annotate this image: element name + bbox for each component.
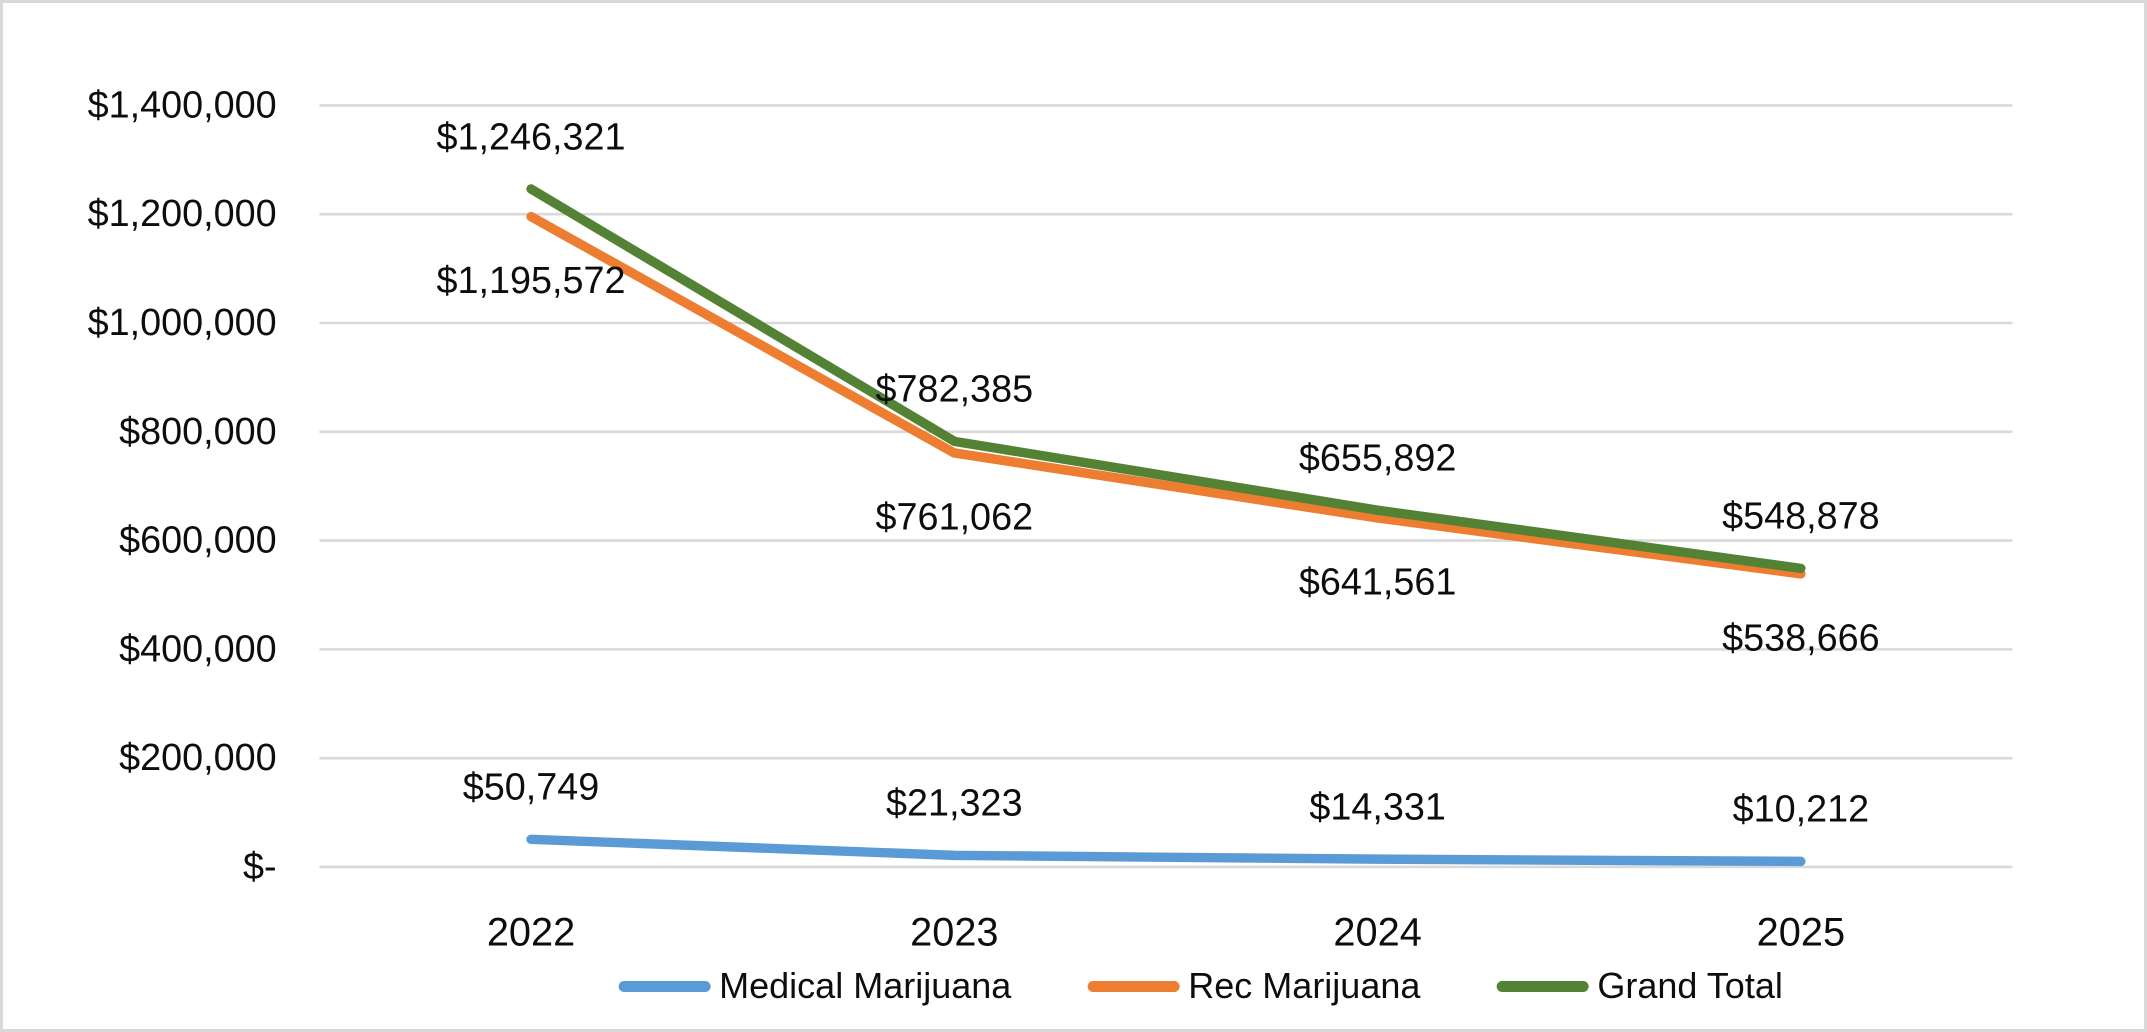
y-axis-tick-label: $200,000 xyxy=(119,737,277,779)
data-label-rec-marijuana: $538,666 xyxy=(1722,618,1880,660)
y-axis-tick-label: $1,400,000 xyxy=(88,84,277,126)
data-label-grand-total: $548,878 xyxy=(1722,496,1880,538)
data-label-medical-marijuana: $10,212 xyxy=(1733,789,1870,831)
series-line-medical-marijuana xyxy=(526,834,1806,867)
legend-label: Grand Total xyxy=(1597,965,1783,1006)
legend-line-swatch-rec-marijuana xyxy=(1087,980,1180,992)
data-label-grand-total: $655,892 xyxy=(1299,437,1457,479)
legend-line-swatch-medical-marijuana xyxy=(618,980,711,992)
plot-area: $- $200,000 $400,000 $600,000 $800,000 $1,000… xyxy=(88,84,2013,955)
y-axis-tick-label: $1,200,000 xyxy=(88,193,277,235)
series-line-rec-marijuana xyxy=(526,211,1806,579)
y-axis-tick-label: $600,000 xyxy=(119,520,277,562)
legend-line-swatch-grand-total xyxy=(1496,980,1589,992)
data-label-medical-marijuana: $14,331 xyxy=(1309,786,1446,828)
y-axis-tick-label: $1,000,000 xyxy=(88,302,277,344)
legend-item-grand-total: Grand Total xyxy=(1496,965,1783,1006)
data-label-grand-total: $1,246,321 xyxy=(437,116,626,158)
data-label-medical-marijuana: $50,749 xyxy=(463,767,600,809)
y-axis-tick-label: $- xyxy=(243,846,277,888)
x-axis-tick-label: 2023 xyxy=(910,911,998,955)
legend-label: Rec Marijuana xyxy=(1188,965,1421,1006)
legend-item-rec-marijuana: Rec Marijuana xyxy=(1087,968,1420,1004)
y-axis-tick-label: $800,000 xyxy=(119,411,277,453)
data-label-grand-total: $782,385 xyxy=(876,369,1034,411)
data-label-medical-marijuana: $21,323 xyxy=(886,783,1023,825)
data-label-rec-marijuana: $1,195,572 xyxy=(437,260,626,302)
legend-label: Medical Marijuana xyxy=(719,965,1012,1006)
series-line-grand-total xyxy=(526,184,1806,574)
chart-legend: Medical Marijuana Rec Marijuana Grand Tota… xyxy=(618,968,1783,1004)
data-label-rec-marijuana: $761,062 xyxy=(876,497,1034,539)
data-label-rec-marijuana: $641,561 xyxy=(1299,562,1457,604)
x-axis-tick-label: 2025 xyxy=(1757,911,1845,955)
legend-item-medical-marijuana: Medical Marijuana xyxy=(618,968,1011,1004)
x-axis-tick-label: 2024 xyxy=(1333,911,1421,955)
y-axis-tick-label: $400,000 xyxy=(119,628,277,670)
x-axis-tick-label: 2022 xyxy=(487,911,575,955)
